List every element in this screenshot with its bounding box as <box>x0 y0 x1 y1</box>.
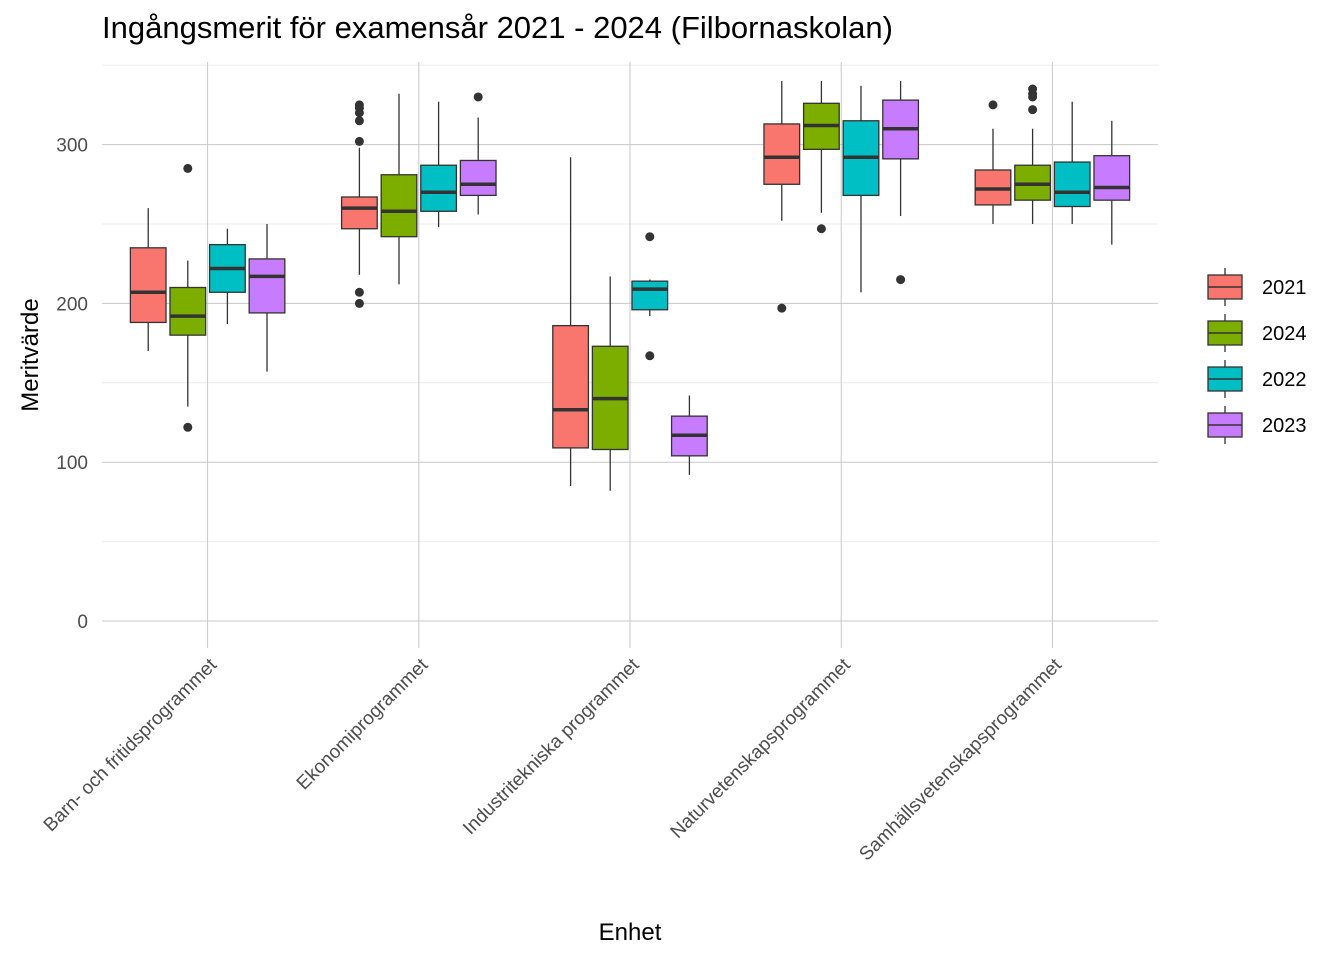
iqr-box <box>1093 155 1131 201</box>
box-2022-2 <box>631 232 669 361</box>
outlier-point <box>354 100 364 110</box>
box-2021-4 <box>974 100 1012 224</box>
outlier-point <box>354 287 364 297</box>
box-2023-0 <box>248 223 286 372</box>
box-2024-2 <box>591 276 629 491</box>
box-2024-3 <box>802 81 840 234</box>
box-2024-1 <box>380 93 418 285</box>
legend-label: 2024 <box>1262 323 1307 345</box>
x-tick-label: Samhällsvetenskapsprogrammet <box>855 654 1066 865</box>
legend-item-2024: 2024 <box>1207 314 1307 352</box>
x-tick-label: Ekonomiprogrammet <box>293 654 433 794</box>
box-2023-4 <box>1093 120 1131 245</box>
outlier-point <box>183 163 193 173</box>
outlier-point <box>354 298 364 308</box>
outlier-point <box>816 224 826 234</box>
legend-item-2021: 2021 <box>1207 268 1307 306</box>
box-2021-2 <box>552 157 590 487</box>
box-2022-1 <box>420 101 458 228</box>
iqr-box <box>1053 161 1091 208</box>
x-tick-label: Barn- och fritidsprogrammet <box>40 654 222 836</box>
legend: 2021 2024 2022 2023 <box>1207 268 1307 444</box>
box-2023-3 <box>882 81 920 285</box>
box-2024-4 <box>1014 84 1052 224</box>
box-2022-4 <box>1053 101 1091 224</box>
iqr-box <box>129 247 167 324</box>
y-tick-label: 100 <box>56 453 88 474</box>
outlier-point <box>896 275 906 285</box>
iqr-box <box>763 123 801 185</box>
box-2021-3 <box>763 81 801 313</box>
y-tick-label: 0 <box>77 612 88 633</box>
iqr-box <box>459 159 497 197</box>
legend-label: 2023 <box>1262 415 1307 437</box>
outlier-point <box>354 136 364 146</box>
box-2023-2 <box>670 395 708 475</box>
box-2021-0 <box>129 208 167 352</box>
outlier-point <box>354 116 364 126</box>
box-2021-1 <box>340 100 378 308</box>
chart-title: Ingångsmerit för examensår 2021 - 2024 (… <box>102 10 893 45</box>
iqr-box <box>380 174 418 238</box>
outlier-point <box>645 351 655 361</box>
y-tick-labels: 0 100 200 300 <box>56 136 88 633</box>
iqr-box <box>420 164 458 212</box>
outlier-point <box>988 100 998 110</box>
y-tick-label: 200 <box>56 294 88 315</box>
outlier-point <box>473 92 483 102</box>
iqr-box <box>169 286 207 336</box>
grid-layer <box>102 62 1158 648</box>
outlier-point <box>183 422 193 432</box>
y-axis-title: Meritvärde <box>17 298 44 411</box>
iqr-box <box>248 258 286 314</box>
iqr-box <box>552 324 590 449</box>
legend-item-2022: 2022 <box>1207 360 1307 398</box>
box-layer <box>129 81 1131 491</box>
legend-label: 2022 <box>1262 369 1307 391</box>
legend-label: 2021 <box>1262 277 1307 299</box>
x-tick-label: Naturvetenskapsprogrammet <box>667 654 856 843</box>
outlier-point <box>777 303 787 313</box>
box-2023-1 <box>459 92 497 215</box>
iqr-box <box>631 280 669 311</box>
outlier-point <box>645 232 655 242</box>
box-2022-0 <box>208 228 246 325</box>
x-tick-labels: Barn- och fritidsprogrammet Ekonomiprogra… <box>40 654 1067 865</box>
x-axis-title: Enhet <box>599 919 662 946</box>
y-tick-label: 300 <box>56 136 88 157</box>
outlier-point <box>1028 84 1038 94</box>
x-tick-label: Industritekniska programmet <box>459 654 644 839</box>
iqr-box <box>340 196 378 230</box>
outlier-point <box>1028 105 1038 115</box>
box-2022-3 <box>842 85 880 293</box>
box-2024-0 <box>169 163 207 432</box>
legend-item-2023: 2023 <box>1207 406 1307 444</box>
